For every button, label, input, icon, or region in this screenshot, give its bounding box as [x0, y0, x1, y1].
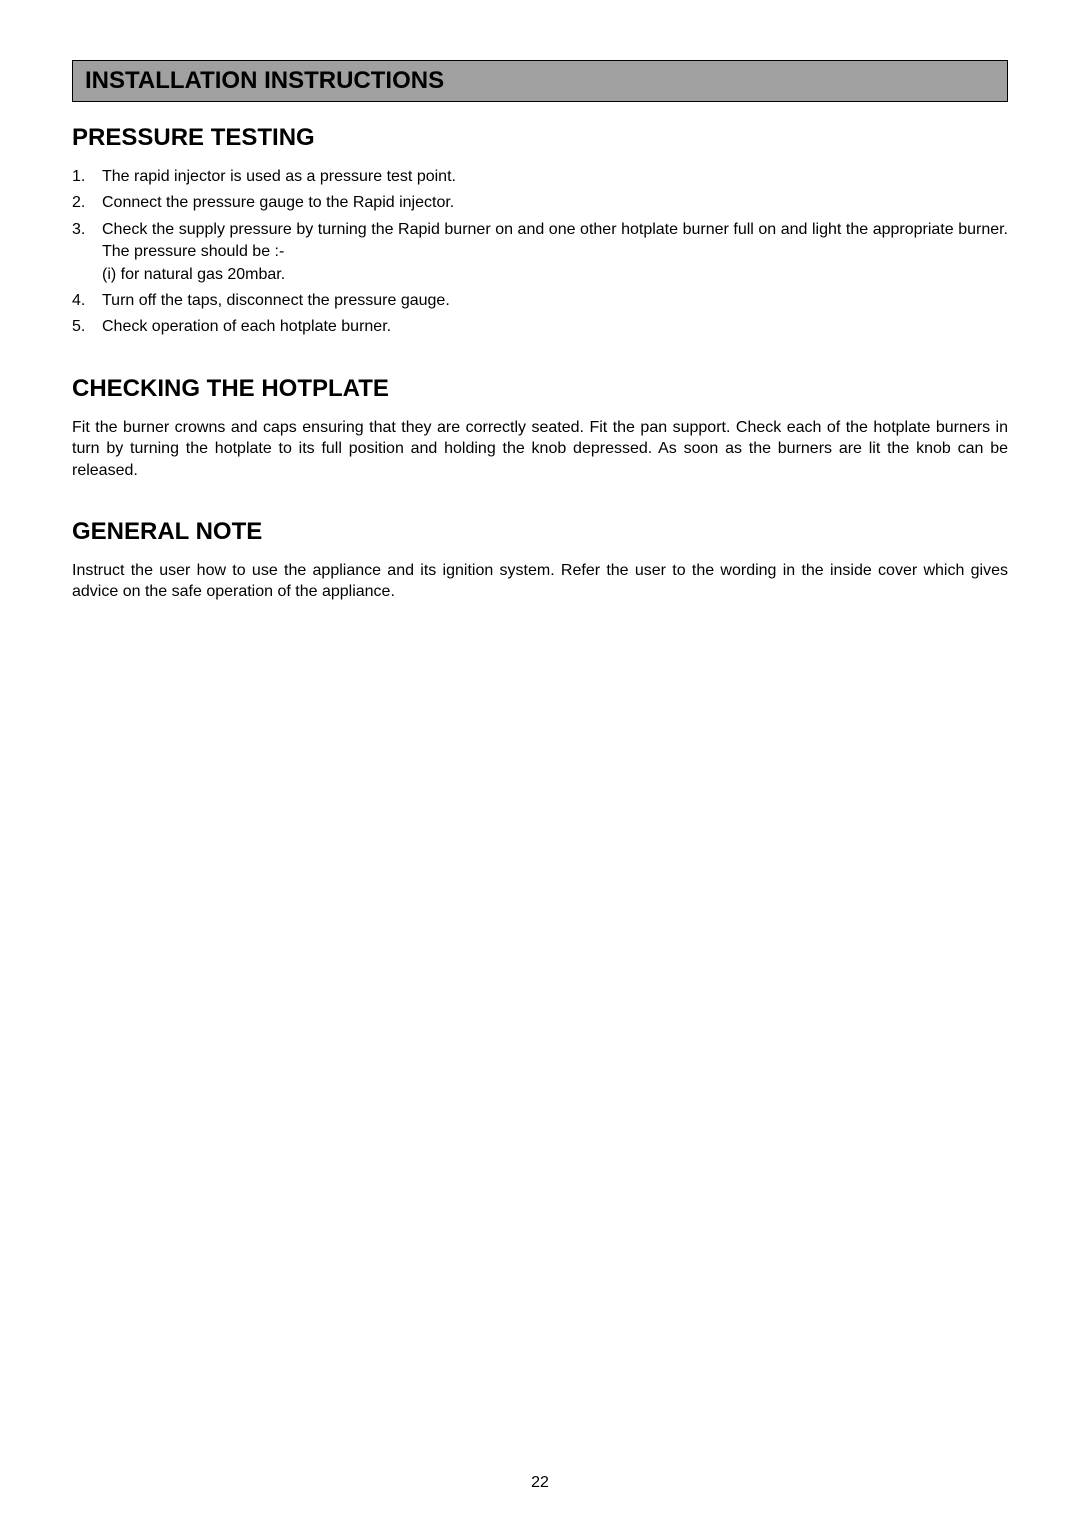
list-number: 2. — [72, 192, 85, 214]
list-text: Connect the pressure gauge to the Rapid … — [102, 194, 454, 211]
banner-title: INSTALLATION INSTRUCTIONS — [85, 67, 444, 94]
heading-general-note: GENERAL NOTE — [72, 518, 1008, 546]
page-number: 22 — [0, 1474, 1080, 1492]
pressure-testing-list: 1. The rapid injector is used as a press… — [72, 166, 1008, 339]
list-text: Check the supply pressure by turning the… — [102, 221, 1008, 260]
section-pressure-testing: PRESSURE TESTING 1. The rapid injector i… — [72, 124, 1008, 339]
list-text: Check operation of each hotplate burner. — [102, 318, 391, 335]
heading-pressure-testing: PRESSURE TESTING — [72, 124, 1008, 152]
section-checking-hotplate: CHECKING THE HOTPLATE Fit the burner cro… — [72, 375, 1008, 482]
list-number: 3. — [72, 219, 85, 241]
paragraph-checking-hotplate: Fit the burner crowns and caps ensuring … — [72, 417, 1008, 482]
list-item: 1. The rapid injector is used as a press… — [72, 166, 1008, 188]
heading-checking-hotplate: CHECKING THE HOTPLATE — [72, 375, 1008, 403]
list-number: 1. — [72, 166, 85, 188]
list-number: 5. — [72, 316, 85, 338]
banner: INSTALLATION INSTRUCTIONS — [72, 60, 1008, 102]
paragraph-general-note: Instruct the user how to use the applian… — [72, 560, 1008, 603]
document-page: INSTALLATION INSTRUCTIONS PRESSURE TESTI… — [0, 0, 1080, 1528]
list-item: 5. Check operation of each hotplate burn… — [72, 316, 1008, 338]
section-general-note: GENERAL NOTE Instruct the user how to us… — [72, 518, 1008, 603]
sublist: (i) for natural gas 20mbar. — [102, 264, 1008, 286]
list-item: 2. Connect the pressure gauge to the Rap… — [72, 192, 1008, 214]
list-item: 3. Check the supply pressure by turning … — [72, 219, 1008, 286]
list-number: 4. — [72, 290, 85, 312]
list-item: 4. Turn off the taps, disconnect the pre… — [72, 290, 1008, 312]
sublist-item: (i) for natural gas 20mbar. — [102, 264, 1008, 286]
list-text: The rapid injector is used as a pressure… — [102, 168, 456, 185]
list-text: Turn off the taps, disconnect the pressu… — [102, 292, 450, 309]
